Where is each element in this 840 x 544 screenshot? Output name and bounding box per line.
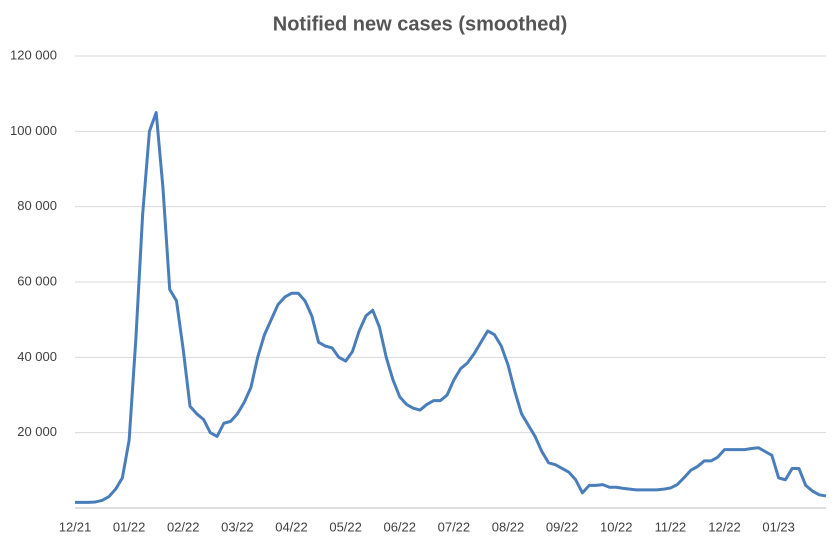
y-tick-label: 120 000 [10,47,57,62]
y-tick-label: 60 000 [17,273,57,288]
y-tick-label: 80 000 [17,198,57,213]
x-tick-label: 02/22 [167,519,200,534]
y-tick-label: 20 000 [17,424,57,439]
x-tick-label: 12/22 [708,519,741,534]
x-tick-label: 08/22 [492,519,525,534]
x-tick-label: 06/22 [383,519,416,534]
chart-title: Notified new cases (smoothed) [273,13,568,35]
x-tick-label: 07/22 [438,519,471,534]
x-tick-label: 04/22 [275,519,308,534]
x-tick-label: 11/22 [655,519,687,534]
y-tick-label: 100 000 [10,123,57,138]
x-tick-label: 10/22 [600,519,633,534]
data-line [75,111,827,504]
x-tick-label: 03/22 [221,519,254,534]
x-tick-label: 09/22 [546,519,579,534]
y-tick-label: 40 000 [17,349,57,364]
x-tick-label: 12/21 [59,519,92,534]
x-tick-label: 05/22 [329,519,362,534]
x-tick-label: 01/22 [113,519,146,534]
x-tick-label: 01/23 [762,519,795,534]
